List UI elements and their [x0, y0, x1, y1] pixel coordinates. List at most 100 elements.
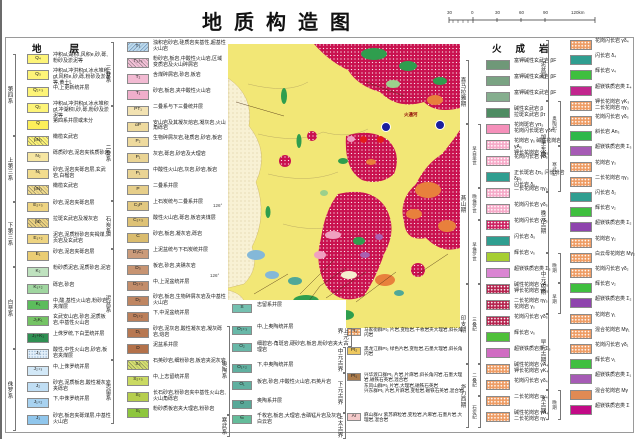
- scale-tick-label: 60: [519, 10, 525, 15]
- igneous-col4-swatch: [570, 146, 592, 157]
- strata-col2-swatch: S₂₊₃: [127, 375, 149, 386]
- igneous-col4-swatch: [570, 237, 592, 248]
- strata-col2b-swatch: O₁: [232, 381, 252, 390]
- igneous-col4-label: 闪长岩 δ₂: [595, 190, 617, 196]
- igneous-col3-swatch: [486, 172, 510, 182]
- era-text: 石炭系: [104, 215, 111, 234]
- strata-col1-swatch: Q₂₊₃: [27, 86, 49, 97]
- igneous-col4-label: 辉长岩 ν₂: [595, 205, 616, 212]
- subera-text: 三叠纪: [472, 316, 478, 332]
- igneous-col4-swatch: [570, 85, 592, 96]
- strata-col2-swatch: D₂₊₃: [127, 280, 149, 291]
- strata-col1-symbol: Q₂₊₃: [32, 88, 44, 94]
- strata-col2-label: 板岩,砂岩,夹礁灰岩: [153, 262, 196, 269]
- strata-col2-symbol: C₂₊₃: [133, 218, 143, 224]
- igneous-col4-label: 花岗岩 γ₂: [595, 235, 616, 242]
- strata-col2b-symbol: O₂₊₃: [236, 327, 248, 333]
- strata-col1-label: 中,上侏罗统并层: [53, 363, 90, 370]
- igneous-col4-swatch: [570, 40, 592, 50]
- igneous-col4-label: 钾长花岗岩 γK₃ 二长花岗岩 ηγ₃: [595, 98, 630, 111]
- igneous-col4-label: 花岗闪长岩 γδ₃: [595, 114, 629, 120]
- strata-col2-symbol: S₂₊₃: [133, 377, 143, 383]
- strata-col2-swatch: D₁: [127, 328, 149, 339]
- strata-col2-label: 含煤碎屑岩,砂岩,板岩: [153, 71, 201, 78]
- strata-col2-label: 灰岩,砾岩,砂岩及大理岩: [153, 151, 206, 158]
- strata-col2b-swatch: O₂: [232, 343, 252, 352]
- strata-col2-label: 砂岩,板岩,凝灰岩,砾岩: [153, 230, 203, 237]
- strata-col2b-label: 板岩,砂岩,中酸性火山岩,石英片岩: [257, 379, 332, 385]
- era-text: 二叠系: [104, 144, 111, 163]
- strata-col2-label: 泥盆系并层: [153, 342, 179, 349]
- strata-col1-swatch: K₁₊₂: [27, 283, 49, 294]
- strata-col1-swatch: J₁: [27, 414, 49, 425]
- era-text: 华力西期: [459, 383, 466, 409]
- strata-col1-label: 玄武安山岩,砂岩,泥质板岩,中基性火山岩: [53, 314, 106, 327]
- strata-col1-label: 拉斑玄武岩及凝灰岩: [53, 216, 99, 222]
- scale-tick-label: 120km: [571, 10, 585, 15]
- era-text: 上第三系: [6, 156, 13, 181]
- igneous-col4-swatch: [570, 116, 592, 126]
- city-marker-red-dot: [359, 135, 367, 143]
- strata-col2-symbol: T₃: [135, 43, 141, 49]
- strata-col2-label: 二叠系并层: [153, 183, 179, 190]
- strata-col2-label: 上石炭统与二叠系并层: [153, 199, 204, 205]
- igneous-col4-swatch: [570, 298, 592, 309]
- era-label: 奥陶系: [220, 326, 230, 415]
- strata-col2b-label: 中,上奥陶统并层: [257, 324, 294, 330]
- strata-col1-label: 下,中侏罗统并层: [53, 396, 90, 403]
- strata-col2b-symbol: O₁₊₂: [237, 365, 247, 371]
- era-label: 白垩系: [6, 267, 16, 349]
- strata-col1-swatch: Q₂: [27, 103, 49, 114]
- igneous-col4-swatch: [570, 268, 592, 278]
- strata-col1-label: 砾岩,砂岩: [53, 281, 75, 288]
- era-label: 泥盆系: [104, 249, 114, 360]
- strata-col1-symbol: N₁: [35, 170, 41, 176]
- scale-tick-label: 30: [447, 10, 453, 15]
- strata-col2-swatch: C₂₊₃: [127, 216, 149, 227]
- igneous-col3-swatch: [486, 220, 510, 230]
- scale-bar: 30 0 30 60 90 120km: [445, 10, 613, 26]
- strata-col2-label: 长石砂岩,粉砂岩夹中基性火山岩,火山角砾岩: [153, 389, 226, 402]
- strata-col1-label: 砂岩,板岩夹砾煤层,中基性火山岩: [53, 412, 111, 425]
- strata-col2-symbol: P: [136, 186, 140, 192]
- strata-col1-swatch: Q₃: [27, 70, 49, 81]
- igneous-col4-swatch: [570, 404, 592, 415]
- igneous-col4-swatch: [570, 222, 592, 233]
- strata-col2b-symbol: O₂: [239, 344, 245, 350]
- subera-label: 奥陶纪: [552, 101, 561, 147]
- strata-col2-swatch: αP: [127, 121, 149, 132]
- strata-col2-label: 粉砂质板岩夹大理岩,粉砂岩: [153, 405, 215, 412]
- igneous-col3-swatch: [486, 300, 510, 310]
- strata-col2-label: 砂岩,泥灰岩,酸性凝灰岩,凝灰砾岩,熔岩: [153, 326, 223, 339]
- strata-col2-swatch: D₃C₁: [127, 248, 149, 259]
- strata-col2-swatch: P₁: [127, 169, 149, 180]
- era-label: 华力西期: [459, 364, 469, 428]
- strata-col1-symbol: J₁₊₂: [33, 399, 43, 405]
- strata-col2-swatch: T₂₊₃: [127, 57, 149, 68]
- igneous-col3-swatch: [486, 252, 510, 262]
- strata-col2-swatch: C: [127, 232, 149, 243]
- strata-col2c-swatch: Ar: [347, 413, 361, 421]
- era-text: 印支期: [459, 314, 466, 334]
- igneous-col3-label: 闪长岩 δ₅: [514, 234, 536, 240]
- strata-col2c-label: 麻山群Ar 紫苏麻粒岩,变粒岩,片麻岩,石墨片岩,大理岩,混合岩: [364, 412, 463, 423]
- igneous-col4-label: 超镁铁质岩类 Σ₃: [595, 144, 632, 151]
- subera-text: 早白垩世: [472, 146, 478, 166]
- subera-label: 晚侏罗世: [472, 188, 481, 220]
- strata-col2-swatch: D₁₊₂: [127, 312, 149, 323]
- igneous-col3-swatch: [486, 108, 510, 118]
- igneous-legend-header: 火成岩: [492, 44, 563, 55]
- strata-col2b-label: 下,中奥陶统并层: [257, 362, 294, 368]
- subera-text: 二叠纪: [472, 372, 478, 388]
- igneous-col4-label: 花岗岩 γ₃: [595, 159, 616, 166]
- strata-col1-label: 砂岩,泥岩夹砾岩层: [53, 199, 95, 206]
- strata-col1-label: 上侏罗统,下白垩统并层: [53, 330, 105, 337]
- strata-col2c-swatch: Pt₂: [347, 347, 361, 355]
- strata-col2c-symbol: Pt₁: [350, 373, 358, 379]
- strata-col2-swatch: D₃: [127, 264, 149, 275]
- era-label: 下元古界: [336, 373, 346, 413]
- era-label: 上太古界: [336, 413, 346, 439]
- igneous-col3-label: 辉长岩 ν₅: [514, 250, 535, 256]
- strata-col1-symbol: J₃+K₁: [32, 334, 44, 340]
